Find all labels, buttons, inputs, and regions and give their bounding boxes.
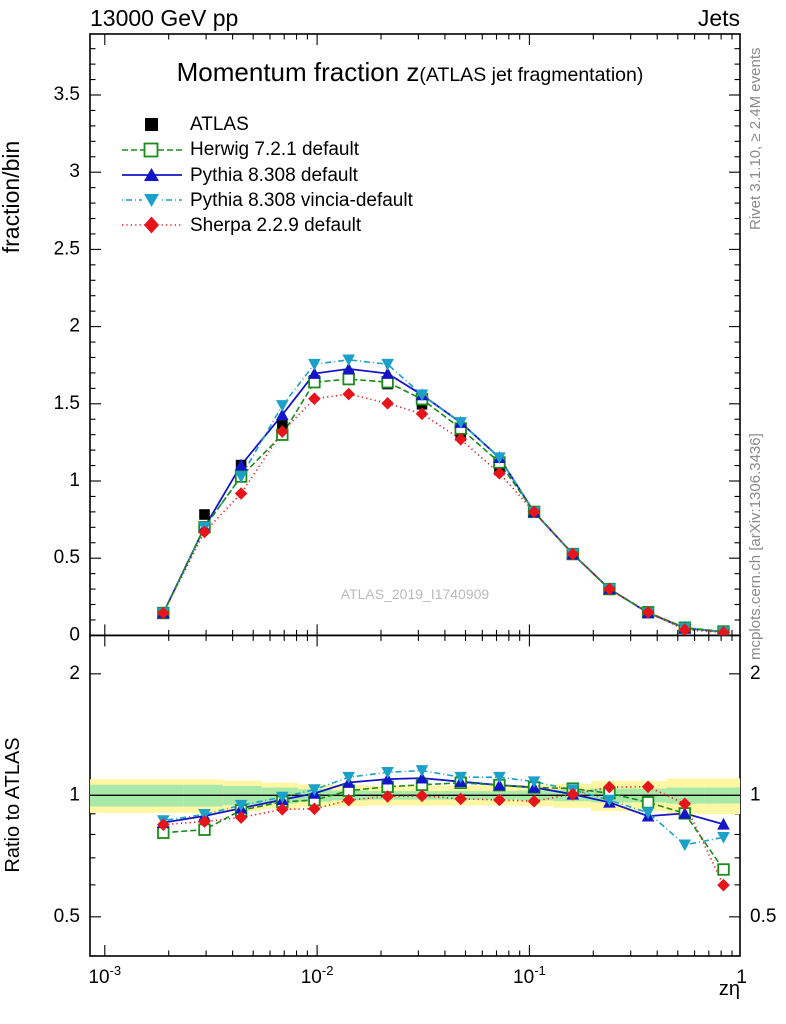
svg-text:3.5: 3.5 <box>54 84 80 105</box>
svg-text:0.5: 0.5 <box>750 906 776 927</box>
svg-text:ATLAS_2019_I1740909: ATLAS_2019_I1740909 <box>341 586 490 602</box>
svg-text:3: 3 <box>69 161 80 182</box>
svg-text:2.5: 2.5 <box>54 238 80 259</box>
svg-text:2: 2 <box>750 663 761 684</box>
svg-text:0: 0 <box>69 624 80 645</box>
svg-text:0.5: 0.5 <box>54 547 80 568</box>
svg-text:1: 1 <box>69 470 80 491</box>
svg-text:Pythia 8.308 vincia-default: Pythia 8.308 vincia-default <box>190 190 414 211</box>
svg-text:0.5: 0.5 <box>54 906 80 927</box>
svg-text:Jets: Jets <box>698 5 740 31</box>
svg-text:ATLAS: ATLAS <box>190 114 249 135</box>
svg-text:1.5: 1.5 <box>54 393 80 414</box>
svg-text:Herwig 7.2.1 default: Herwig 7.2.1 default <box>190 139 360 160</box>
svg-text:Sherpa 2.2.9 default: Sherpa 2.2.9 default <box>190 215 362 236</box>
svg-text:Ratio to ATLAS: Ratio to ATLAS <box>2 737 24 872</box>
svg-text:Rivet 3.1.10, ≥ 2.4M events: Rivet 3.1.10, ≥ 2.4M events <box>747 48 764 231</box>
svg-text:mcplots.cern.ch [arXiv:1306.34: mcplots.cern.ch [arXiv:1306.3436] <box>747 433 764 660</box>
svg-text:1: 1 <box>736 967 747 988</box>
svg-text:fraction/bin: fraction/bin <box>0 141 24 254</box>
svg-text:2: 2 <box>69 316 80 337</box>
svg-text:Pythia 8.308 default: Pythia 8.308 default <box>190 165 359 186</box>
svg-text:13000 GeV pp: 13000 GeV pp <box>90 5 238 31</box>
svg-text:1: 1 <box>750 784 761 805</box>
svg-text:2: 2 <box>69 663 80 684</box>
svg-text:1: 1 <box>69 784 80 805</box>
